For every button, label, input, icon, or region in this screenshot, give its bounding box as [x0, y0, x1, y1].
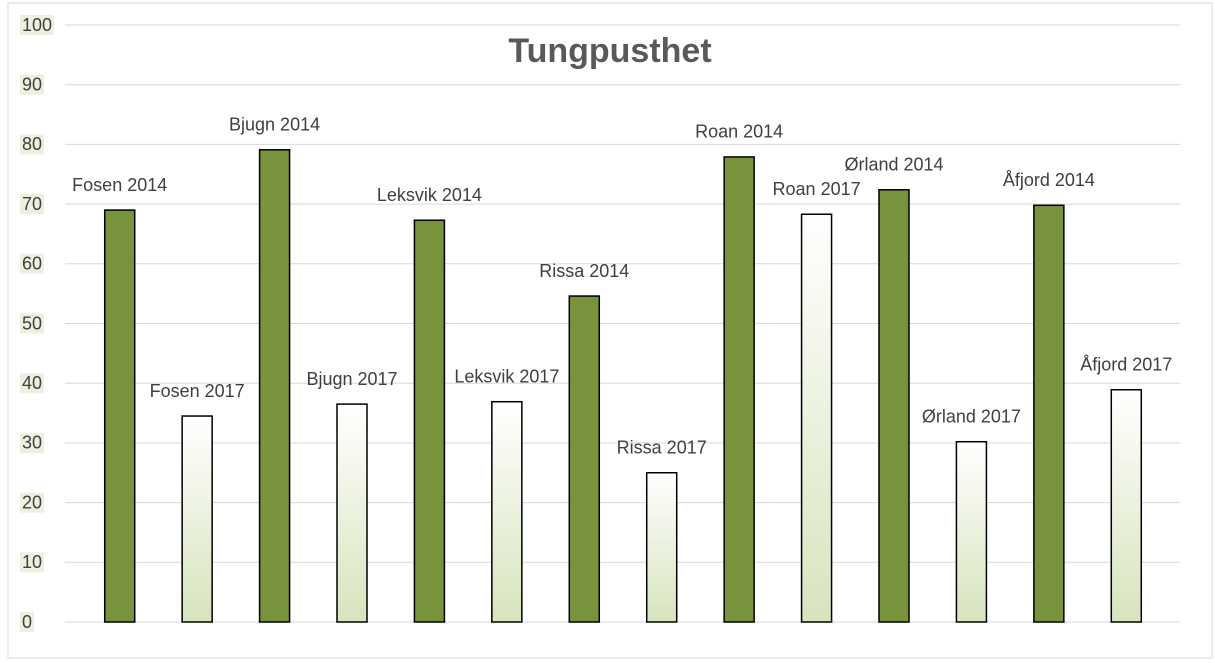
chart-title: Tungpusthet [508, 32, 711, 70]
y-tick-label: 30 [22, 433, 42, 453]
bar [103, 209, 136, 623]
y-tick-label: 50 [22, 313, 42, 333]
y-tick-label: 10 [22, 552, 42, 572]
tick-label-highlight [20, 373, 44, 394]
tick-label-highlight [20, 194, 44, 215]
bar [258, 149, 291, 623]
data-label: Roan 2014 [695, 122, 783, 142]
data-label: Fosen 2017 [150, 381, 245, 401]
tick-label-highlight [20, 74, 44, 95]
tick-label-highlight [20, 253, 44, 274]
y-tick-label: 70 [22, 194, 42, 214]
bar [1110, 389, 1143, 623]
bar [955, 440, 988, 623]
data-label: Fosen 2014 [72, 175, 167, 195]
data-label: Roan 2017 [773, 179, 861, 199]
data-label: Åfjord 2017 [1080, 355, 1172, 375]
tick-label-highlight [20, 134, 44, 155]
y-tick-label: 100 [22, 15, 52, 35]
y-tick-label: 0 [22, 612, 32, 632]
tick-label-highlight [20, 492, 44, 513]
data-label: Leksvik 2017 [454, 366, 559, 386]
bar [491, 400, 523, 623]
data-label: Leksvik 2014 [377, 185, 482, 205]
data-label: Ørland 2014 [844, 155, 943, 175]
tick-label-highlight [20, 612, 34, 632]
y-tick-label: 90 [22, 74, 42, 94]
bar [1033, 204, 1065, 623]
data-label: Åfjord 2014 [1003, 170, 1095, 190]
bar [336, 403, 368, 623]
tick-label-highlight [20, 15, 54, 35]
data-label: Bjugn 2017 [306, 369, 397, 389]
y-tick-label: 20 [22, 492, 42, 512]
tick-label-highlight [20, 432, 44, 453]
y-tick-label: 60 [22, 254, 42, 274]
bar [723, 156, 755, 623]
tick-label-highlight [20, 552, 44, 573]
data-label: Rissa 2014 [539, 261, 629, 281]
data-label: Bjugn 2014 [229, 115, 320, 135]
data-label: Rissa 2017 [617, 438, 707, 458]
bar [645, 472, 678, 623]
bar [878, 189, 910, 623]
tick-label-highlight [20, 313, 44, 334]
bar [800, 213, 833, 623]
bar [568, 295, 601, 623]
bar [181, 415, 213, 623]
data-label: Ørland 2017 [922, 406, 1021, 426]
y-tick-label: 40 [22, 373, 42, 393]
bar [413, 219, 446, 623]
y-tick-label: 80 [22, 134, 42, 154]
